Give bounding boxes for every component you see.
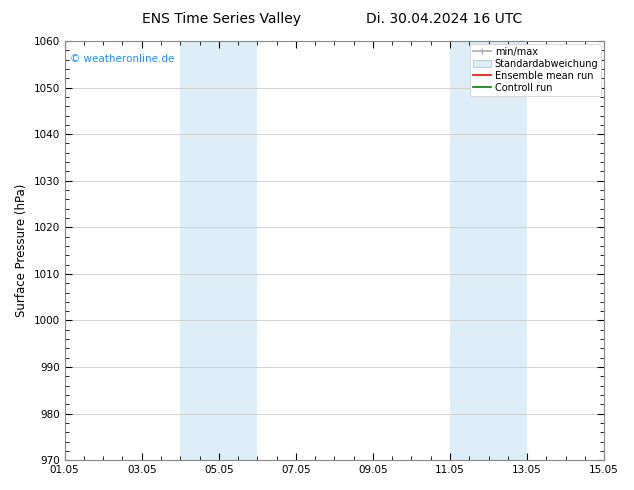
Text: Di. 30.04.2024 16 UTC: Di. 30.04.2024 16 UTC (366, 12, 522, 26)
Legend: min/max, Standardabweichung, Ensemble mean run, Controll run: min/max, Standardabweichung, Ensemble me… (470, 44, 601, 96)
Text: ENS Time Series Valley: ENS Time Series Valley (143, 12, 301, 26)
Y-axis label: Surface Pressure (hPa): Surface Pressure (hPa) (15, 184, 28, 318)
Text: © weatheronline.de: © weatheronline.de (70, 53, 174, 64)
Bar (180, 41, 257, 460)
Bar (450, 41, 527, 460)
